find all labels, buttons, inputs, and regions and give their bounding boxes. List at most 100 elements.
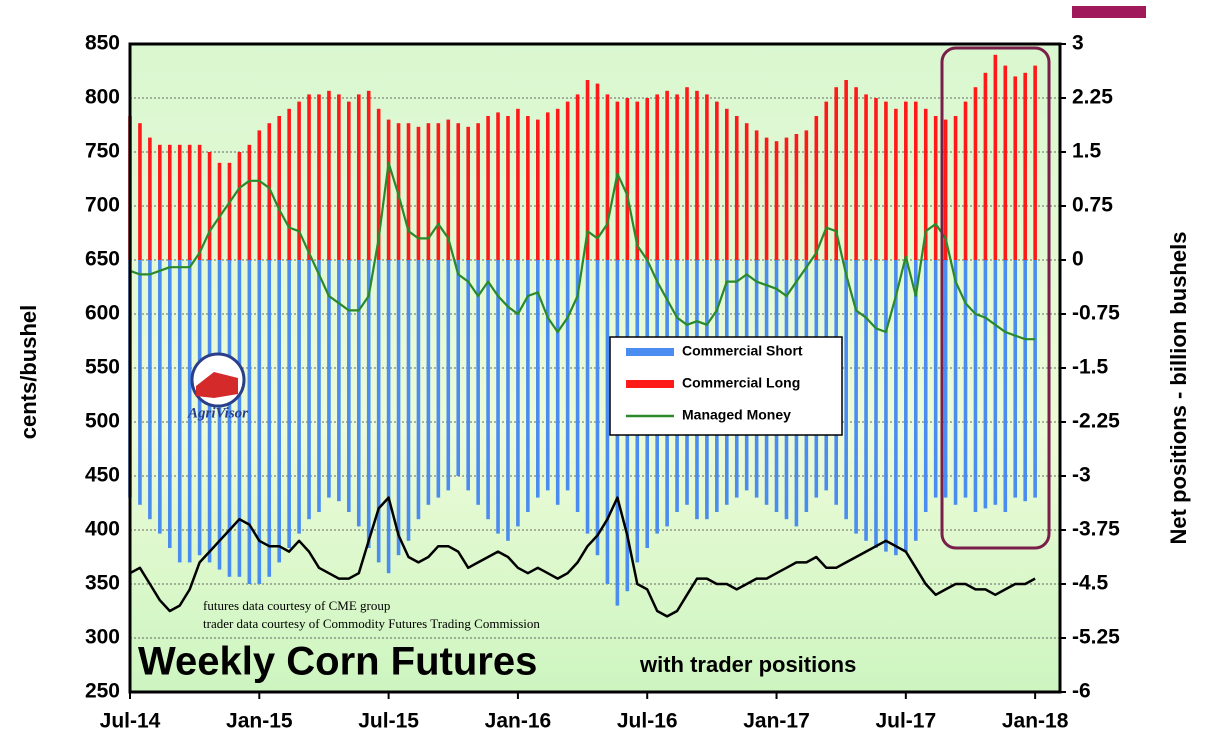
bar bbox=[814, 116, 819, 260]
bar bbox=[138, 123, 142, 260]
bar bbox=[854, 87, 858, 260]
y-tick-label: 800 bbox=[85, 86, 120, 109]
bar bbox=[526, 260, 530, 512]
bar bbox=[695, 90, 699, 260]
bar bbox=[177, 260, 182, 563]
legend-swatch bbox=[626, 348, 674, 356]
line bbox=[129, 496, 1036, 618]
bar bbox=[416, 126, 421, 260]
bar bbox=[923, 108, 928, 260]
bar bbox=[1013, 260, 1018, 498]
bar bbox=[337, 94, 341, 261]
bar bbox=[446, 260, 451, 491]
bar bbox=[864, 260, 868, 541]
bar bbox=[1033, 260, 1037, 498]
bar bbox=[585, 260, 590, 534]
bar bbox=[585, 80, 590, 260]
bar bbox=[884, 101, 888, 260]
bar bbox=[963, 101, 968, 260]
bar bbox=[237, 260, 242, 577]
y-tick-label: 850 bbox=[85, 32, 120, 55]
y2-axis-label: Net positions - billion bushels bbox=[1166, 232, 1191, 545]
bar bbox=[347, 260, 351, 512]
bar bbox=[774, 141, 779, 260]
bar bbox=[177, 144, 182, 260]
y-axis-label: cents/bushel bbox=[16, 305, 41, 439]
bar bbox=[536, 119, 540, 260]
bar bbox=[734, 116, 739, 260]
bar bbox=[1003, 260, 1008, 512]
y2-tick-label: -0.75 bbox=[1072, 302, 1120, 325]
bar bbox=[337, 260, 341, 502]
y2-tick-label: -3.75 bbox=[1072, 518, 1120, 541]
bar bbox=[486, 260, 490, 520]
y-tick-label: 750 bbox=[85, 140, 120, 163]
bar bbox=[287, 108, 291, 260]
bar bbox=[466, 126, 470, 260]
chart-subtitle: with trader positions bbox=[639, 652, 856, 677]
bar bbox=[187, 144, 192, 260]
x-tick-label: Jul-16 bbox=[617, 710, 678, 733]
bar bbox=[705, 94, 709, 261]
bar bbox=[466, 260, 470, 491]
bar bbox=[267, 260, 272, 577]
x-tick-label: Jul-17 bbox=[875, 710, 936, 733]
bar bbox=[963, 260, 968, 498]
bar bbox=[138, 260, 142, 505]
bar bbox=[983, 72, 988, 260]
bar bbox=[446, 119, 451, 260]
bar bbox=[913, 101, 918, 260]
bar bbox=[595, 83, 600, 260]
bar bbox=[317, 94, 321, 261]
bar bbox=[784, 137, 789, 260]
x-tick-label: Jan-15 bbox=[226, 710, 293, 733]
legend-label: Commercial Short bbox=[682, 343, 803, 359]
x-tick-label: Jul-15 bbox=[358, 710, 419, 733]
bar bbox=[983, 260, 988, 509]
annotation: trader data courtesy of Commodity Future… bbox=[203, 616, 540, 631]
bar bbox=[227, 162, 232, 260]
bar bbox=[625, 98, 630, 260]
y-tick-label: 300 bbox=[85, 626, 120, 649]
bar bbox=[595, 260, 600, 556]
bar bbox=[386, 119, 391, 260]
bar bbox=[645, 98, 650, 260]
bar bbox=[575, 94, 580, 261]
bar bbox=[356, 260, 361, 527]
y2-tick-label: 0.75 bbox=[1072, 194, 1113, 217]
legend-label: Commercial Long bbox=[682, 375, 800, 391]
bar bbox=[217, 162, 222, 260]
bar bbox=[635, 101, 640, 260]
bar bbox=[933, 116, 938, 260]
x-tick-label: Jan-16 bbox=[485, 710, 552, 733]
bar bbox=[575, 260, 580, 512]
bar bbox=[864, 94, 868, 261]
y2-tick-label: -6 bbox=[1072, 680, 1091, 703]
bar bbox=[267, 123, 272, 260]
bar bbox=[396, 260, 401, 556]
bar bbox=[874, 260, 878, 548]
bar bbox=[536, 260, 540, 498]
bar bbox=[854, 260, 858, 534]
bar bbox=[347, 101, 351, 260]
bar bbox=[824, 101, 829, 260]
bar bbox=[366, 260, 371, 548]
bar bbox=[605, 94, 610, 261]
y2-tick-label: -4.5 bbox=[1072, 572, 1109, 595]
bar bbox=[327, 260, 331, 498]
logo-shape bbox=[196, 372, 238, 398]
bar bbox=[973, 260, 978, 512]
bar bbox=[933, 260, 938, 498]
bar bbox=[197, 144, 202, 260]
bar bbox=[1013, 76, 1018, 261]
bar bbox=[148, 137, 152, 260]
bar bbox=[158, 144, 162, 260]
bar bbox=[884, 260, 888, 552]
bar bbox=[307, 94, 311, 261]
line bbox=[129, 161, 1036, 341]
bar bbox=[665, 90, 669, 260]
bar bbox=[804, 130, 809, 260]
y2-tick-label: -3 bbox=[1072, 464, 1091, 487]
logo: AgriVisor bbox=[187, 352, 248, 421]
highlight-box bbox=[940, 46, 1051, 550]
